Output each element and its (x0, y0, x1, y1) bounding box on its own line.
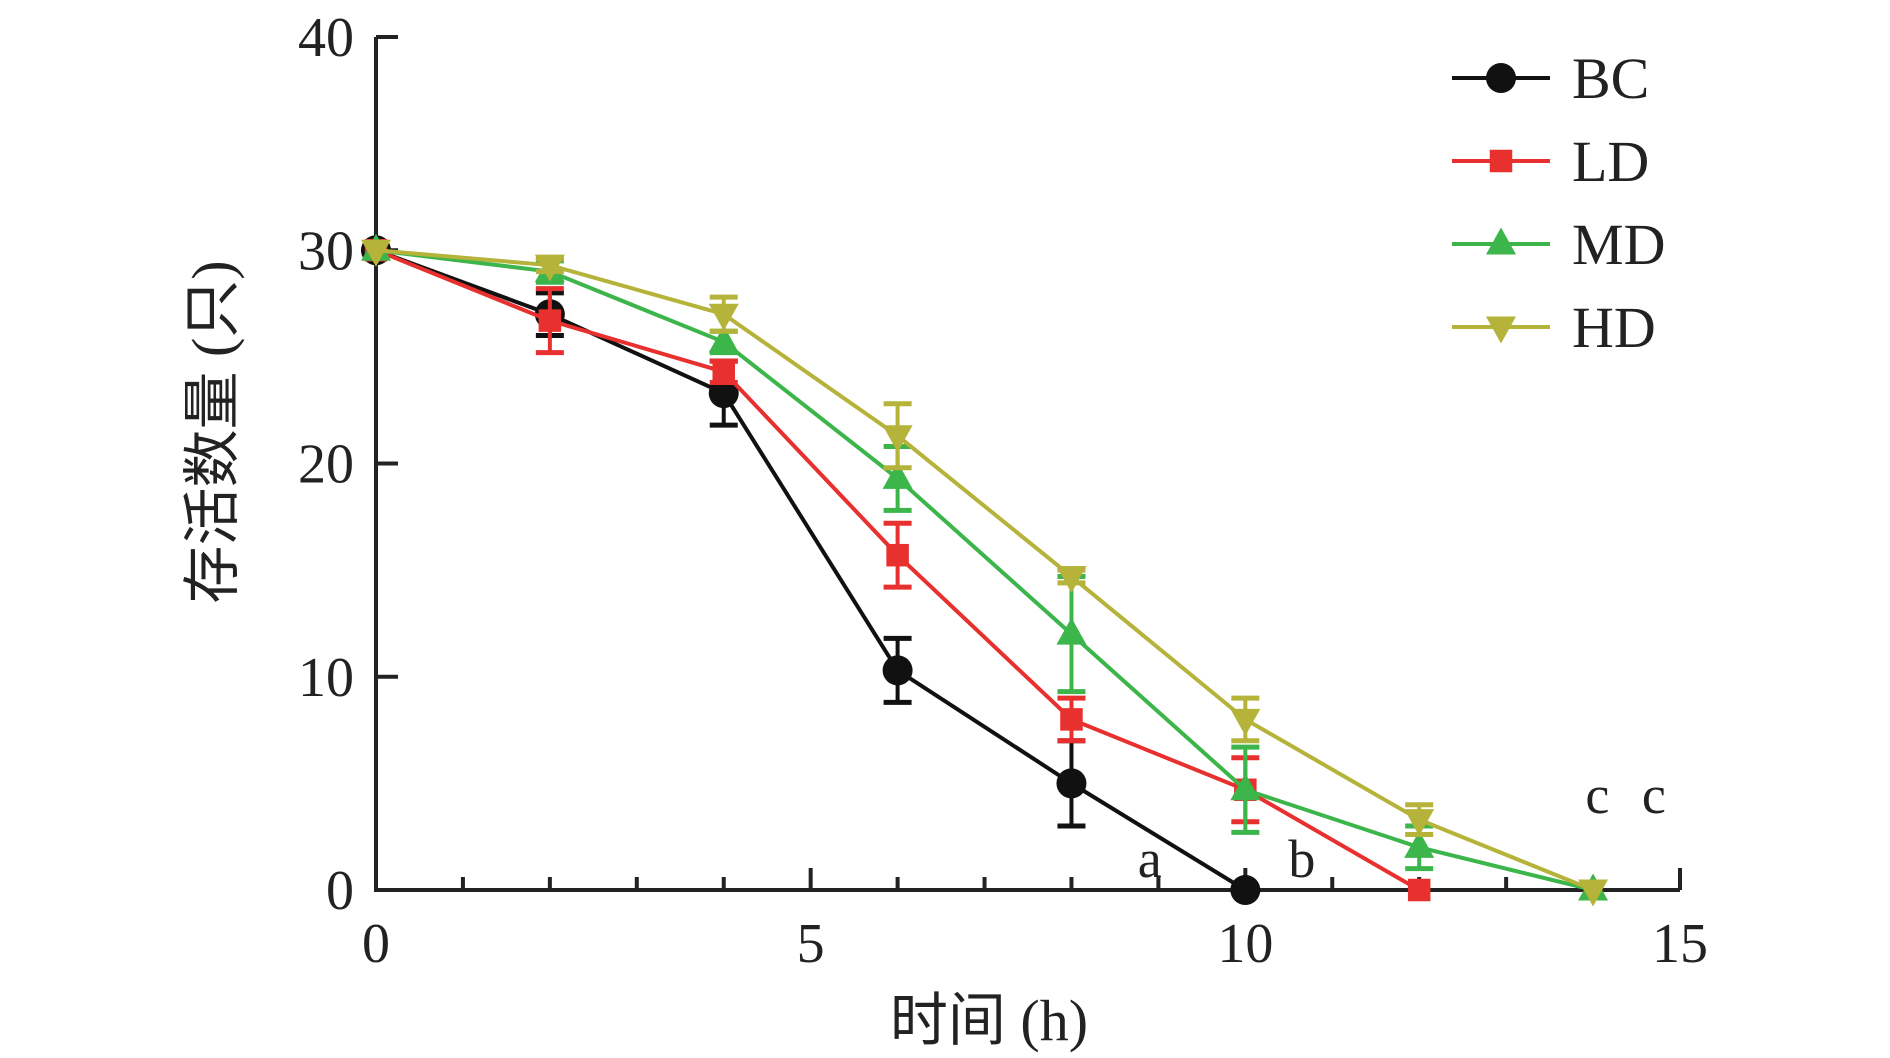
y-tick-label: 10 (298, 647, 354, 709)
legend-item-md: MD (1452, 212, 1665, 277)
circle-marker (1056, 768, 1087, 799)
significance-label: c (1642, 765, 1666, 825)
x-tick-label: 15 (1652, 913, 1708, 975)
square-marker (712, 360, 735, 384)
legend: BC LD MD HD (1452, 46, 1665, 360)
significance-label: a (1138, 829, 1162, 889)
square-marker (1407, 878, 1431, 902)
triangle-down-marker (1056, 566, 1087, 594)
x-tick-label: 5 (797, 913, 825, 975)
legend-label: BC (1572, 46, 1649, 111)
series-line (375, 248, 1594, 892)
y-tick-label: 30 (298, 220, 354, 282)
circle-marker (708, 378, 739, 409)
square-marker (1060, 708, 1083, 731)
triangle-up-marker (1056, 617, 1087, 645)
x-axis-label: 时间 (h) (890, 988, 1088, 1053)
y-tick-label: 40 (298, 7, 354, 69)
y-axis-label: 存活数量 (只) (180, 260, 245, 603)
annotations: a b c c (1138, 765, 1666, 889)
legend-item-ld: LD (1452, 129, 1649, 194)
significance-label: b (1288, 829, 1315, 889)
legend-label: MD (1572, 212, 1665, 277)
circle-marker (882, 655, 913, 686)
circle-marker (1230, 875, 1261, 905)
x-tick-label: 10 (1217, 913, 1273, 975)
series-line (375, 248, 1247, 892)
triangle-down-marker (1230, 708, 1261, 736)
legend-item-bc: BC (1452, 46, 1649, 111)
legend-label: HD (1572, 295, 1656, 360)
triangle-up-marker (882, 461, 913, 489)
legend-label: LD (1572, 129, 1649, 194)
triangle-up-marker (708, 325, 739, 353)
triangle-down-marker (708, 303, 739, 331)
series-line (375, 248, 1594, 892)
triangle-down-marker (1486, 316, 1516, 344)
triangle-up-marker (1486, 227, 1516, 255)
y-tick-label: 20 (298, 434, 354, 496)
series-hd (361, 239, 1609, 907)
series-layer (361, 233, 1609, 907)
circle-marker (1486, 63, 1516, 93)
significance-label: c (1585, 765, 1609, 825)
square-marker (538, 309, 562, 332)
triangle-up-marker (1230, 773, 1261, 801)
square-marker (886, 543, 909, 567)
y-tick-label: 0 (326, 860, 354, 922)
triangle-down-marker (1578, 879, 1609, 907)
triangle-down-marker (882, 425, 913, 453)
triangle-down-marker (1404, 809, 1435, 837)
series-ld (364, 239, 1431, 902)
series-bc (361, 235, 1261, 905)
legend-item-hd: HD (1452, 295, 1656, 360)
square-marker (1489, 149, 1513, 173)
triangle-down-marker (534, 254, 565, 282)
x-tick-label: 0 (362, 913, 390, 975)
triangle-up-marker (1404, 830, 1435, 858)
triangle-down-marker (361, 239, 391, 267)
